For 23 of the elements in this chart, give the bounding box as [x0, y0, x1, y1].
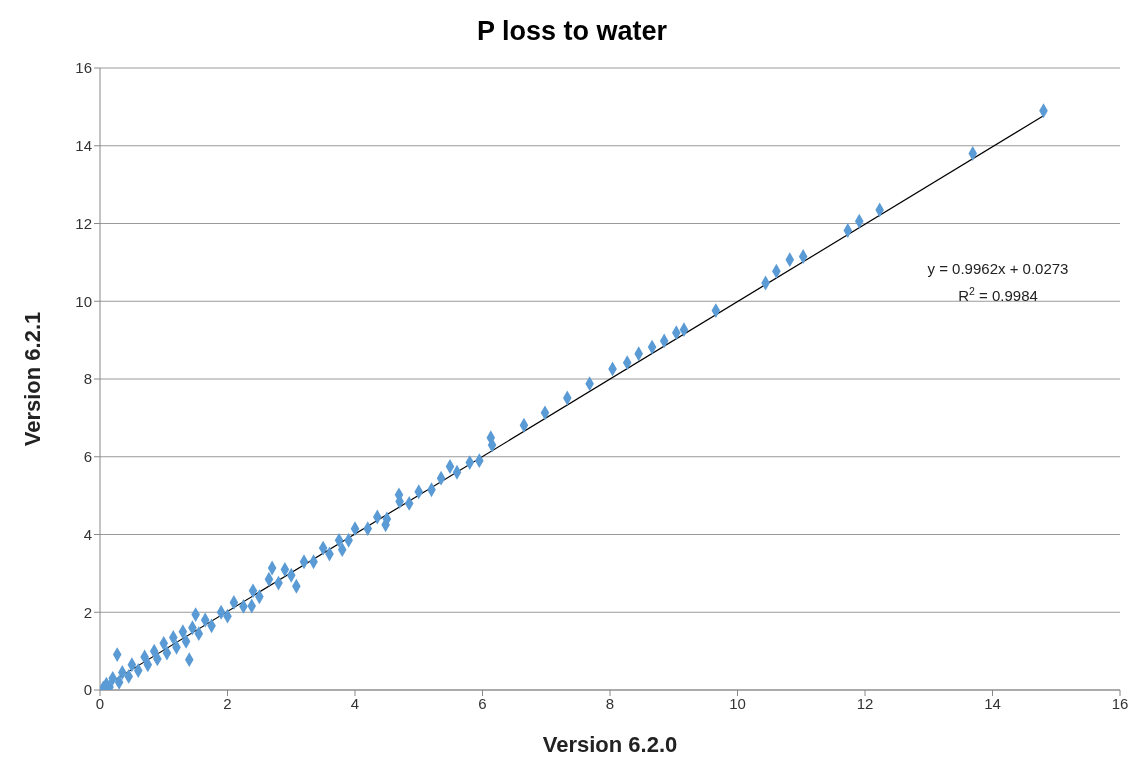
x-tick-label: 4 — [350, 694, 360, 712]
x-tick-label: 12 — [856, 694, 874, 712]
annotation: y = 0.9962x + 0.0273 — [927, 260, 1069, 277]
y-tick-label: 8 — [83, 370, 92, 388]
y-tick-label: 16 — [75, 59, 92, 77]
y-tick-label: 14 — [75, 137, 92, 155]
y-tick-label: 12 — [75, 214, 92, 232]
y-tick-label: 6 — [83, 448, 92, 466]
y-tick-label: 2 — [83, 603, 92, 621]
y-tick-label: 4 — [83, 525, 92, 543]
x-tick-label: 2 — [223, 694, 232, 712]
x-tick-label: 10 — [729, 694, 746, 712]
y-axis-title: Version 6.2.1 — [19, 311, 45, 447]
x-axis-title: Version 6.2.0 — [542, 732, 678, 757]
x-tick-label: 16 — [1111, 694, 1129, 712]
x-tick-label: 14 — [984, 694, 1001, 712]
y-tick-label: 10 — [75, 292, 92, 310]
x-tick-label: 0 — [95, 694, 105, 712]
chart-title: P loss to water — [475, 16, 669, 47]
y-tick-label: 0 — [83, 681, 92, 699]
x-tick-label: 6 — [478, 694, 487, 712]
x-tick-label: 8 — [605, 694, 615, 712]
annotation: R$^{2}$ = 0.9984 — [958, 285, 1038, 304]
